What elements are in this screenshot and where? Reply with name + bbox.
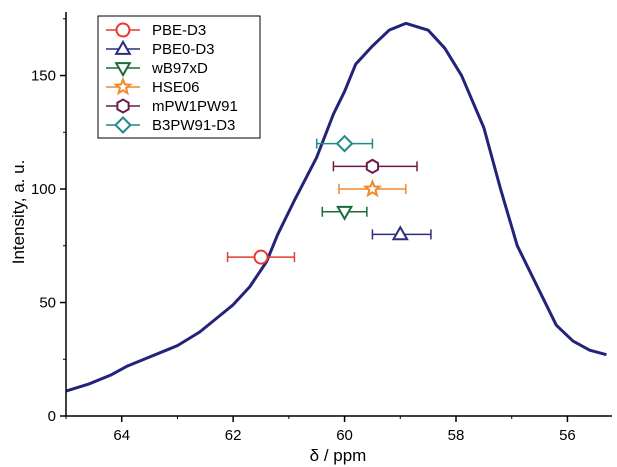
marker-circle bbox=[253, 249, 269, 265]
legend-label: wB97xD bbox=[151, 60, 208, 77]
x-tick-label: 64 bbox=[113, 427, 130, 444]
legend-label: HSE06 bbox=[152, 79, 200, 96]
legend-item: wB97xD bbox=[106, 60, 208, 78]
legend-item: PBE-D3 bbox=[106, 22, 206, 39]
y-tick-label: 50 bbox=[39, 295, 56, 312]
x-tick-label: 56 bbox=[559, 427, 576, 444]
data-point-wb97xd bbox=[321, 205, 368, 221]
legend-marker-star bbox=[113, 76, 133, 96]
axes: 64 62 60 58 56 0 50 100 150 bbox=[31, 12, 612, 444]
y-axis-label: Intensity, a. u. bbox=[9, 160, 28, 265]
data-point-pbe0-d3 bbox=[371, 225, 432, 241]
data-point-b3pw91-d3 bbox=[315, 134, 374, 153]
data-point-mpw1pw91 bbox=[332, 158, 418, 174]
marker-star bbox=[362, 178, 383, 198]
marker-triangle-down bbox=[336, 205, 354, 221]
legend-label: PBE0-D3 bbox=[152, 41, 215, 58]
marker-triangle-up bbox=[391, 225, 409, 241]
legend-item: B3PW91-D3 bbox=[106, 116, 235, 134]
spectrum-line bbox=[65, 21, 607, 393]
x-axis-label: δ / ppm bbox=[310, 446, 367, 465]
data-point-hse06 bbox=[338, 178, 407, 198]
legend-marker-hexagon bbox=[116, 98, 130, 114]
legend-item: mPW1PW91 bbox=[106, 98, 238, 115]
legend-marker-circle bbox=[115, 22, 131, 38]
data-point-pbe-d3 bbox=[226, 249, 296, 265]
legend-item: PBE0-D3 bbox=[106, 39, 215, 58]
legend-marker-triangle-down bbox=[114, 62, 132, 78]
marker-hexagon bbox=[365, 158, 380, 174]
legend-label: mPW1PW91 bbox=[152, 98, 238, 115]
x-tick-label: 58 bbox=[448, 427, 465, 444]
legend-label: B3PW91-D3 bbox=[152, 117, 235, 134]
legend-label: PBE-D3 bbox=[152, 22, 206, 39]
legend: PBE-D3 PBE0-D3 wB97xD HSE06 mPW1PW91 B3PW91-D… bbox=[97, 15, 261, 139]
plot-area bbox=[65, 21, 607, 393]
marker-diamond bbox=[335, 134, 354, 153]
y-tick-label: 150 bbox=[31, 68, 56, 85]
y-tick-label: 100 bbox=[31, 181, 56, 198]
y-tick-label: 0 bbox=[48, 408, 56, 425]
legend-item: HSE06 bbox=[106, 76, 200, 96]
legend-marker-triangle-up bbox=[114, 39, 132, 55]
x-tick-label: 60 bbox=[336, 427, 353, 444]
x-tick-label: 62 bbox=[225, 427, 242, 444]
legend-marker-diamond bbox=[114, 116, 132, 134]
